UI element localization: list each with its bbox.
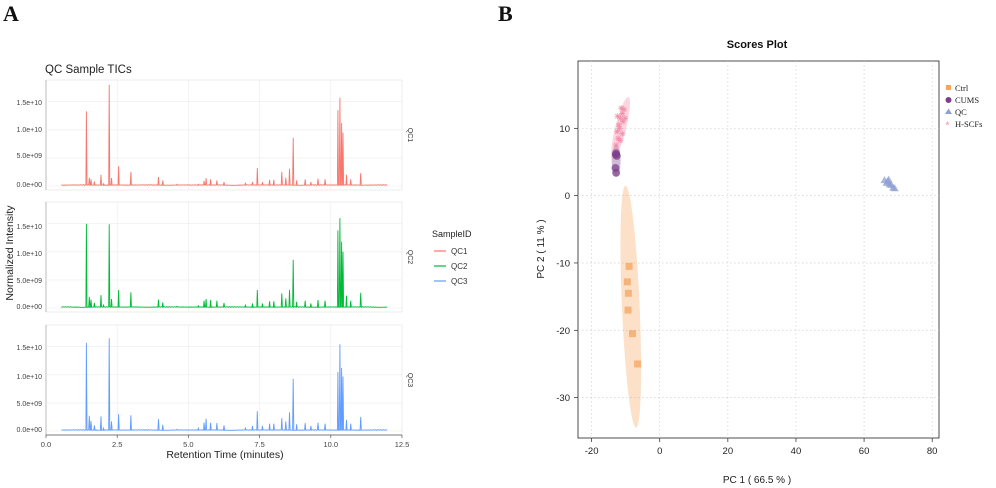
legend-label-qc2: QC2 bbox=[451, 262, 468, 271]
facet-strip-qc1: QC1 bbox=[406, 128, 413, 143]
point-ctrl bbox=[624, 289, 632, 297]
y-tick-label: 0.0e+00 bbox=[17, 182, 43, 189]
x-tick-label: 40 bbox=[791, 446, 802, 457]
point-qc bbox=[882, 178, 891, 186]
facet-qc1-panel bbox=[45, 79, 403, 191]
tic-chart: QC Sample TICs Normalized Intensity Rete… bbox=[4, 64, 472, 461]
point-ctrl bbox=[624, 306, 632, 314]
y-tick-label: 1.0e+10 bbox=[17, 374, 43, 381]
facet-qc3-panel bbox=[45, 324, 403, 436]
x-tick-label: 2.5 bbox=[112, 440, 122, 449]
point-h-scfs bbox=[614, 113, 621, 120]
y-tick-label: 5.0e+09 bbox=[17, 153, 43, 160]
panel-a-label: A bbox=[3, 1, 19, 26]
point-h-scfs bbox=[613, 142, 620, 149]
legend-label-qc3: QC3 bbox=[451, 277, 468, 286]
tic-legend: SampleID QC1 QC2 QC3 bbox=[432, 229, 472, 286]
facet-qc3: 0.0e+00 5.0e+09 1.0e+10 1.5e+10 QC3 bbox=[17, 324, 413, 436]
facet-strip-qc3: QC3 bbox=[406, 373, 413, 388]
scores-points bbox=[611, 105, 899, 368]
y-tick-label: -10 bbox=[556, 258, 570, 269]
facet-qc1-y-tick-labels: 0.0e+00 5.0e+09 1.0e+10 1.5e+10 bbox=[17, 100, 43, 189]
point-ctrl bbox=[634, 360, 642, 368]
scores-y-axis-label: PC 2 ( 11 % ) bbox=[536, 219, 547, 278]
y-tick-label: 1.5e+10 bbox=[17, 345, 43, 352]
x-tick-label: 10.0 bbox=[323, 440, 338, 449]
point-ctrl bbox=[623, 278, 631, 286]
y-tick-label: 1.5e+10 bbox=[17, 224, 43, 231]
y-tick-label: 5.0e+09 bbox=[17, 401, 43, 408]
legend-label-cums: CUMS bbox=[955, 95, 979, 105]
y-tick-label: 0.0e+00 bbox=[17, 304, 43, 311]
x-tick-label: -20 bbox=[585, 446, 599, 457]
tic-line-qc3 bbox=[61, 338, 388, 431]
point-h-scfs bbox=[614, 128, 621, 135]
point-h-scfs bbox=[617, 137, 624, 144]
x-tick-label: 80 bbox=[927, 446, 938, 457]
point-ctrl bbox=[628, 330, 636, 338]
y-tick-label: 10 bbox=[559, 124, 570, 135]
tic-y-axis-label: Normalized Intensity bbox=[4, 205, 16, 301]
legend-marker-cums bbox=[945, 97, 952, 103]
point-cums bbox=[612, 168, 621, 177]
facet-qc2-panel bbox=[45, 201, 403, 313]
legend-label-qc1: QC1 bbox=[451, 247, 468, 256]
y-tick-label: 1.0e+10 bbox=[17, 127, 43, 134]
scores-y-ticks: 10 0 -10 -20 -30 bbox=[556, 124, 578, 404]
point-h-scfs bbox=[620, 106, 627, 113]
point-h-scfs bbox=[616, 125, 623, 132]
point-h-scfs bbox=[621, 115, 628, 122]
x-tick-label: 0 bbox=[657, 446, 662, 457]
point-ctrl bbox=[625, 262, 633, 270]
scores-plot: Scores Plot -20 0 20 40 60 80 100-10-20-30 PC… bbox=[536, 39, 982, 486]
panel-b-label: B bbox=[498, 1, 513, 26]
legend-marker-qc bbox=[945, 108, 952, 114]
legend-marker-ctrl bbox=[946, 85, 951, 90]
x-tick-label: 7.5 bbox=[254, 440, 264, 449]
tic-title: QC Sample TICs bbox=[45, 64, 132, 76]
point-cums bbox=[611, 150, 620, 159]
scores-ellipses bbox=[611, 96, 642, 428]
facet-qc2-grid bbox=[45, 202, 403, 312]
point-qc bbox=[890, 184, 899, 192]
x-tick-label: 12.5 bbox=[395, 440, 410, 449]
tic-line-qc2 bbox=[61, 218, 388, 309]
y-tick-label: 0 bbox=[565, 191, 570, 202]
scores-x-axis-label: PC 1 ( 66.5 % ) bbox=[723, 475, 791, 486]
scores-grid bbox=[578, 61, 939, 438]
tic-x-tick-labels: 0.0 2.5 5.0 7.5 10.0 12.5 bbox=[41, 435, 410, 449]
scores-legend: Ctrl CUMS QC * H-SCFs bbox=[945, 83, 982, 132]
tic-x-axis-label: Retention Time (minutes) bbox=[166, 449, 283, 461]
y-tick-label: 0.0e+00 bbox=[17, 427, 43, 434]
point-h-scfs bbox=[619, 130, 626, 137]
scores-plot-area bbox=[577, 60, 940, 439]
tic-legend-title: SampleID bbox=[432, 229, 472, 239]
y-tick-label: 1.0e+10 bbox=[17, 251, 43, 258]
legend-label-qc: QC bbox=[955, 107, 967, 117]
y-tick-label: 1.5e+10 bbox=[17, 100, 43, 107]
x-tick-label: 5.0 bbox=[183, 440, 193, 449]
scores-x-ticks: -20 0 20 40 60 80 bbox=[585, 438, 938, 457]
y-tick-label: -20 bbox=[556, 326, 570, 337]
facet-qc2-y-tick-labels: 0.0e+00 5.0e+09 1.0e+10 1.5e+10 bbox=[17, 224, 43, 311]
facet-qc3-grid bbox=[45, 325, 403, 435]
point-h-scfs bbox=[619, 118, 626, 125]
legend-marker-hscfs: * bbox=[946, 121, 950, 132]
facet-qc1-grid bbox=[45, 80, 403, 190]
y-tick-label: -30 bbox=[556, 393, 570, 404]
scores-title: Scores Plot bbox=[727, 39, 788, 51]
facet-qc2: 0.0e+00 5.0e+09 1.0e+10 1.5e+10 QC2 bbox=[17, 201, 413, 313]
x-tick-label: 20 bbox=[723, 446, 734, 457]
facet-strip-qc2: QC2 bbox=[406, 250, 413, 265]
legend-label-hscfs: H-SCFs bbox=[955, 119, 982, 129]
facet-qc1: 0.0e+00 5.0e+09 1.0e+10 1.5e+10 QC1 bbox=[17, 79, 413, 191]
facet-qc3-y-tick-labels: 0.0e+00 5.0e+09 1.0e+10 1.5e+10 bbox=[17, 345, 43, 434]
x-tick-label: 60 bbox=[859, 446, 870, 457]
x-tick-label: 0.0 bbox=[41, 440, 51, 449]
y-tick-label: 5.0e+09 bbox=[17, 278, 43, 285]
legend-label-ctrl: Ctrl bbox=[955, 83, 969, 93]
tic-line-qc1 bbox=[61, 84, 388, 186]
